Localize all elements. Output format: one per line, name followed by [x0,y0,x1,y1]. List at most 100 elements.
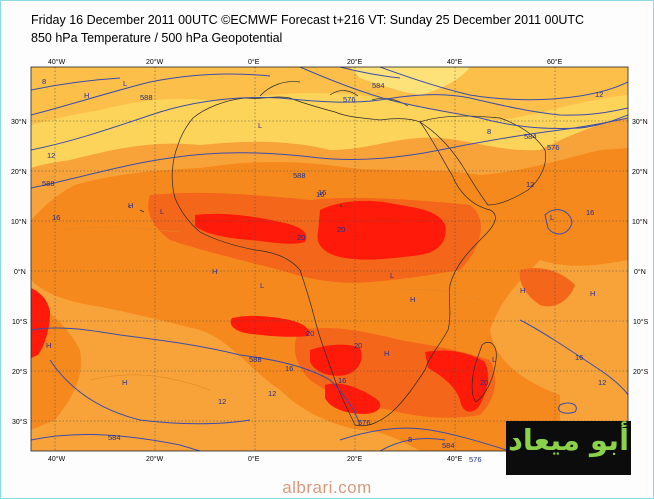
hottest-core-1 [195,213,307,244]
pressure-marker: L [390,271,394,280]
isohypse-label: 588 [249,355,262,364]
lat-label: 20°S [12,368,28,376]
isohypse-label: 576 [469,455,482,464]
longitude-labels-top: 40°W 20°W 0°E 20°E 40°E 60°E [48,58,563,66]
latitude-labels-right: 30°N 20°N 10°N 0°N 10°S 20°S [632,118,649,376]
lat-label: 10°S [633,318,649,326]
lon-label: 0°E [248,455,260,463]
pressure-marker: H [84,91,89,100]
pressure-marker: L [160,207,164,216]
lon-label: 60°E [547,58,563,66]
lat-label: 10°N [11,218,27,226]
lon-label: 20°W [146,455,164,463]
lon-label: 20°W [146,58,164,66]
coastlines [127,81,546,427]
hottest-core-6 [425,350,489,412]
lat-label: 20°N [632,168,648,176]
logo-badge: أبو ميعاد [506,421,631,475]
lon-label: 40°W [48,455,66,463]
pressure-marker: L [260,281,264,290]
temperature-value-labels: 8 12 16 20 20 16 12 8 12 16 20 16 12 16 … [42,77,606,444]
forecast-title: Friday 16 December 2011 00UTC ©ECMWF For… [31,13,585,27]
isotherm-label: 20 [297,233,305,242]
pressure-marker: L [123,79,127,88]
cool-band [31,67,628,125]
hottest-core-7 [31,288,50,358]
lat-label: 30°N [11,118,27,126]
geopotential-contours [31,67,628,451]
lat-label: 30°S [12,418,28,426]
isotherm-label: 12 [268,389,276,398]
pressure-marker: L [550,213,554,222]
hottest-core-2 [317,200,446,260]
pressure-marker: L [258,121,262,130]
isohypse-label: 588 [140,93,153,102]
longitude-labels-bottom: 40°W 20°W 0°E 20°E 40°E [48,455,463,463]
isotherm-label: 16 [316,190,324,199]
hottest-core-5 [325,383,381,414]
pressure-marker: H [384,349,389,358]
isohypse-label: 584 [108,433,121,442]
forecast-subtitle: 850 hPa Temperature / 500 hPa Geopotenti… [31,31,283,45]
lon-label: 40°E [447,455,463,463]
isohypse-label: 588 [42,179,55,188]
lat-label: 20°N [11,168,27,176]
isotherm-label: 16 [575,353,583,362]
isotherm-label: 20 [480,378,488,387]
pressure-marker: H [520,286,525,295]
isotherm-label: 20 [337,225,345,234]
isotherm-label: 20 [306,329,314,338]
isotherm-label: 12 [598,378,606,387]
lat-label: 0°N [14,268,26,276]
isohypse-label: 576 [547,143,560,152]
pressure-marker: H [122,378,127,387]
isohypse-label: 584 [524,132,537,141]
pressure-marker: H [410,295,415,304]
isotherm-label: 12 [47,151,55,160]
cold-ice-north [350,67,470,95]
pressure-marker: H [212,267,217,276]
lat-label: 10°N [632,218,648,226]
pressure-markers: H L H L H L H L H H L H L H L H [46,79,595,387]
geopotential-value-labels: 576 584 588 584 576 588 588 584 576 588 … [42,81,560,464]
isotherm-label: 20 [354,341,362,350]
pressure-marker: H [128,201,133,210]
isotherm-label: 16 [586,208,594,217]
isotherm-label: 8 [42,77,46,86]
lat-label: 20°S [633,368,649,376]
isotherm-label: 12 [218,397,226,406]
latitude-labels-left: 30°N 20°N 10°N 0°N 10°S 20°S 30°S [11,118,28,426]
lat-label: 30°N [632,118,648,126]
pressure-marker: H [590,289,595,298]
hottest-core-4 [310,344,362,376]
pressure-marker: L [492,355,496,364]
isotherm-label: 16 [52,213,60,222]
watermark-site: albrari.com [282,478,372,497]
isohypse-label: 584 [372,81,385,90]
lon-label: 20°E [347,455,363,463]
lon-label: 40°W [48,58,66,66]
temperature-contours [59,227,481,391]
isotherm-label: 8 [487,127,491,136]
isotherm-label: 8 [408,435,412,444]
pressure-marker: H [46,341,51,350]
isohypse-label: 576 [343,95,356,104]
lat-label: 0°N [634,268,646,276]
isohypse-label: 576 [358,418,371,427]
isotherm-label: 16 [318,188,326,197]
isotherm-label: 12 [595,90,603,99]
lon-label: 40°E [447,58,463,66]
isohypse-label: 588 [293,171,306,180]
logo-text: أبو ميعاد [507,423,630,457]
hot-region-east [519,268,575,307]
hottest-core-3 [230,315,310,337]
map-border [30,66,629,452]
isotherm-label: 12 [526,180,534,189]
lon-label: 0°E [248,58,260,66]
isotherm-label: 16 [338,376,346,385]
lat-label: 10°S [12,318,28,326]
isotherm-label: 16 [285,364,293,373]
lat-lon-grid [31,67,628,451]
isohypse-label: 584 [442,441,455,450]
